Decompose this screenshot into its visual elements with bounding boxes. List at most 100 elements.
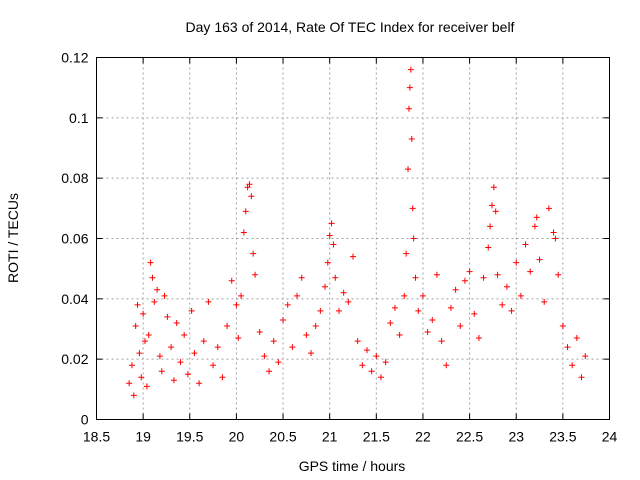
data-point: [409, 205, 416, 212]
x-tick-label: 21: [322, 429, 338, 445]
data-point: [173, 319, 180, 326]
data-point: [284, 301, 291, 308]
data-point: [552, 235, 559, 242]
data-point: [494, 271, 501, 278]
x-tick-label: 24: [602, 429, 618, 445]
data-point: [266, 368, 273, 375]
data-point: [332, 274, 339, 281]
data-point: [303, 332, 310, 339]
data-point: [233, 301, 240, 308]
data-point: [210, 362, 217, 369]
y-tick-label: 0.12: [61, 50, 88, 66]
data-point: [410, 235, 417, 242]
data-point: [457, 322, 464, 329]
data-point: [433, 271, 440, 278]
data-point: [158, 368, 165, 375]
data-point: [238, 292, 245, 299]
data-point: [485, 244, 492, 251]
data-point: [541, 298, 548, 305]
x-tick-label: 23: [508, 429, 524, 445]
data-point: [130, 392, 137, 399]
data-point: [447, 304, 454, 311]
data-point: [132, 322, 139, 329]
data-point: [471, 310, 478, 317]
data-point: [531, 223, 538, 230]
data-point: [242, 208, 249, 215]
data-point: [275, 359, 282, 366]
data-point: [555, 271, 562, 278]
data-point: [490, 184, 497, 191]
data-point: [527, 268, 534, 275]
x-tick-label: 23.5: [549, 429, 576, 445]
data-point: [154, 286, 161, 293]
data-point: [480, 274, 487, 281]
data-point: [522, 241, 529, 248]
data-point: [298, 274, 305, 281]
y-tick-labels: 0 0.02 0.04 0.06 0.08 0.1 0.12: [61, 50, 88, 428]
data-point: [214, 344, 221, 351]
data-point: [443, 362, 450, 369]
data-point: [312, 322, 319, 329]
y-tick-label: 0.08: [61, 170, 88, 186]
data-point: [487, 223, 494, 230]
data-point: [240, 229, 247, 236]
data-point: [452, 286, 459, 293]
data-point: [256, 329, 263, 336]
data-point: [252, 271, 259, 278]
y-tick-label: 0.06: [61, 231, 88, 247]
data-point: [330, 241, 337, 248]
data-point: [517, 292, 524, 299]
x-tick-labels: 18.5 19 19.5 20 20.5 21 21.5 22 22.5 23 23.5 24: [83, 429, 618, 445]
data-point: [248, 193, 255, 200]
data-point: [140, 310, 147, 317]
y-axis-label: ROTI / TECUs: [5, 193, 21, 283]
data-point: [508, 307, 515, 314]
data-point: [373, 353, 380, 360]
data-point: [181, 332, 188, 339]
data-point: [533, 214, 540, 221]
x-tick-label: 22.5: [456, 429, 483, 445]
data-point: [134, 301, 141, 308]
x-axis-label: GPS time / hours: [299, 458, 406, 474]
data-point: [492, 208, 499, 215]
data-point: [368, 368, 375, 375]
data-point: [235, 335, 242, 342]
data-point: [345, 298, 352, 305]
x-tick-label: 20.5: [269, 429, 296, 445]
data-point: [564, 344, 571, 351]
data-point: [294, 292, 301, 299]
chart-title: Day 163 of 2014, Rate Of TEC Index for r…: [186, 19, 515, 35]
data-point: [573, 335, 580, 342]
data-point: [461, 277, 468, 284]
data-point: [415, 307, 422, 314]
data-point: [324, 259, 331, 266]
data-point: [403, 250, 410, 257]
data-point: [326, 232, 333, 239]
x-tick-label: 19: [135, 429, 151, 445]
data-point: [270, 338, 277, 345]
data-point: [128, 362, 135, 369]
data-point: [536, 256, 543, 263]
data-point: [142, 338, 149, 345]
data-point: [244, 184, 251, 191]
data-point: [412, 274, 419, 281]
data-point: [407, 66, 414, 73]
data-point: [424, 329, 431, 336]
x-tick-label: 19.5: [176, 429, 203, 445]
data-point: [419, 292, 426, 299]
data-point: [164, 313, 171, 320]
data-point: [350, 253, 356, 260]
data-point: [126, 380, 133, 387]
axis-ticks: [96, 57, 610, 420]
data-point: [168, 344, 175, 351]
data-point: [136, 350, 143, 357]
data-point: [151, 298, 158, 305]
data-point: [405, 105, 412, 112]
data-point: [559, 322, 566, 329]
data-point: [550, 229, 557, 236]
data-point: [354, 338, 361, 345]
data-point: [161, 292, 168, 299]
y-tick-label: 0.1: [69, 110, 89, 126]
data-points: [126, 66, 589, 399]
